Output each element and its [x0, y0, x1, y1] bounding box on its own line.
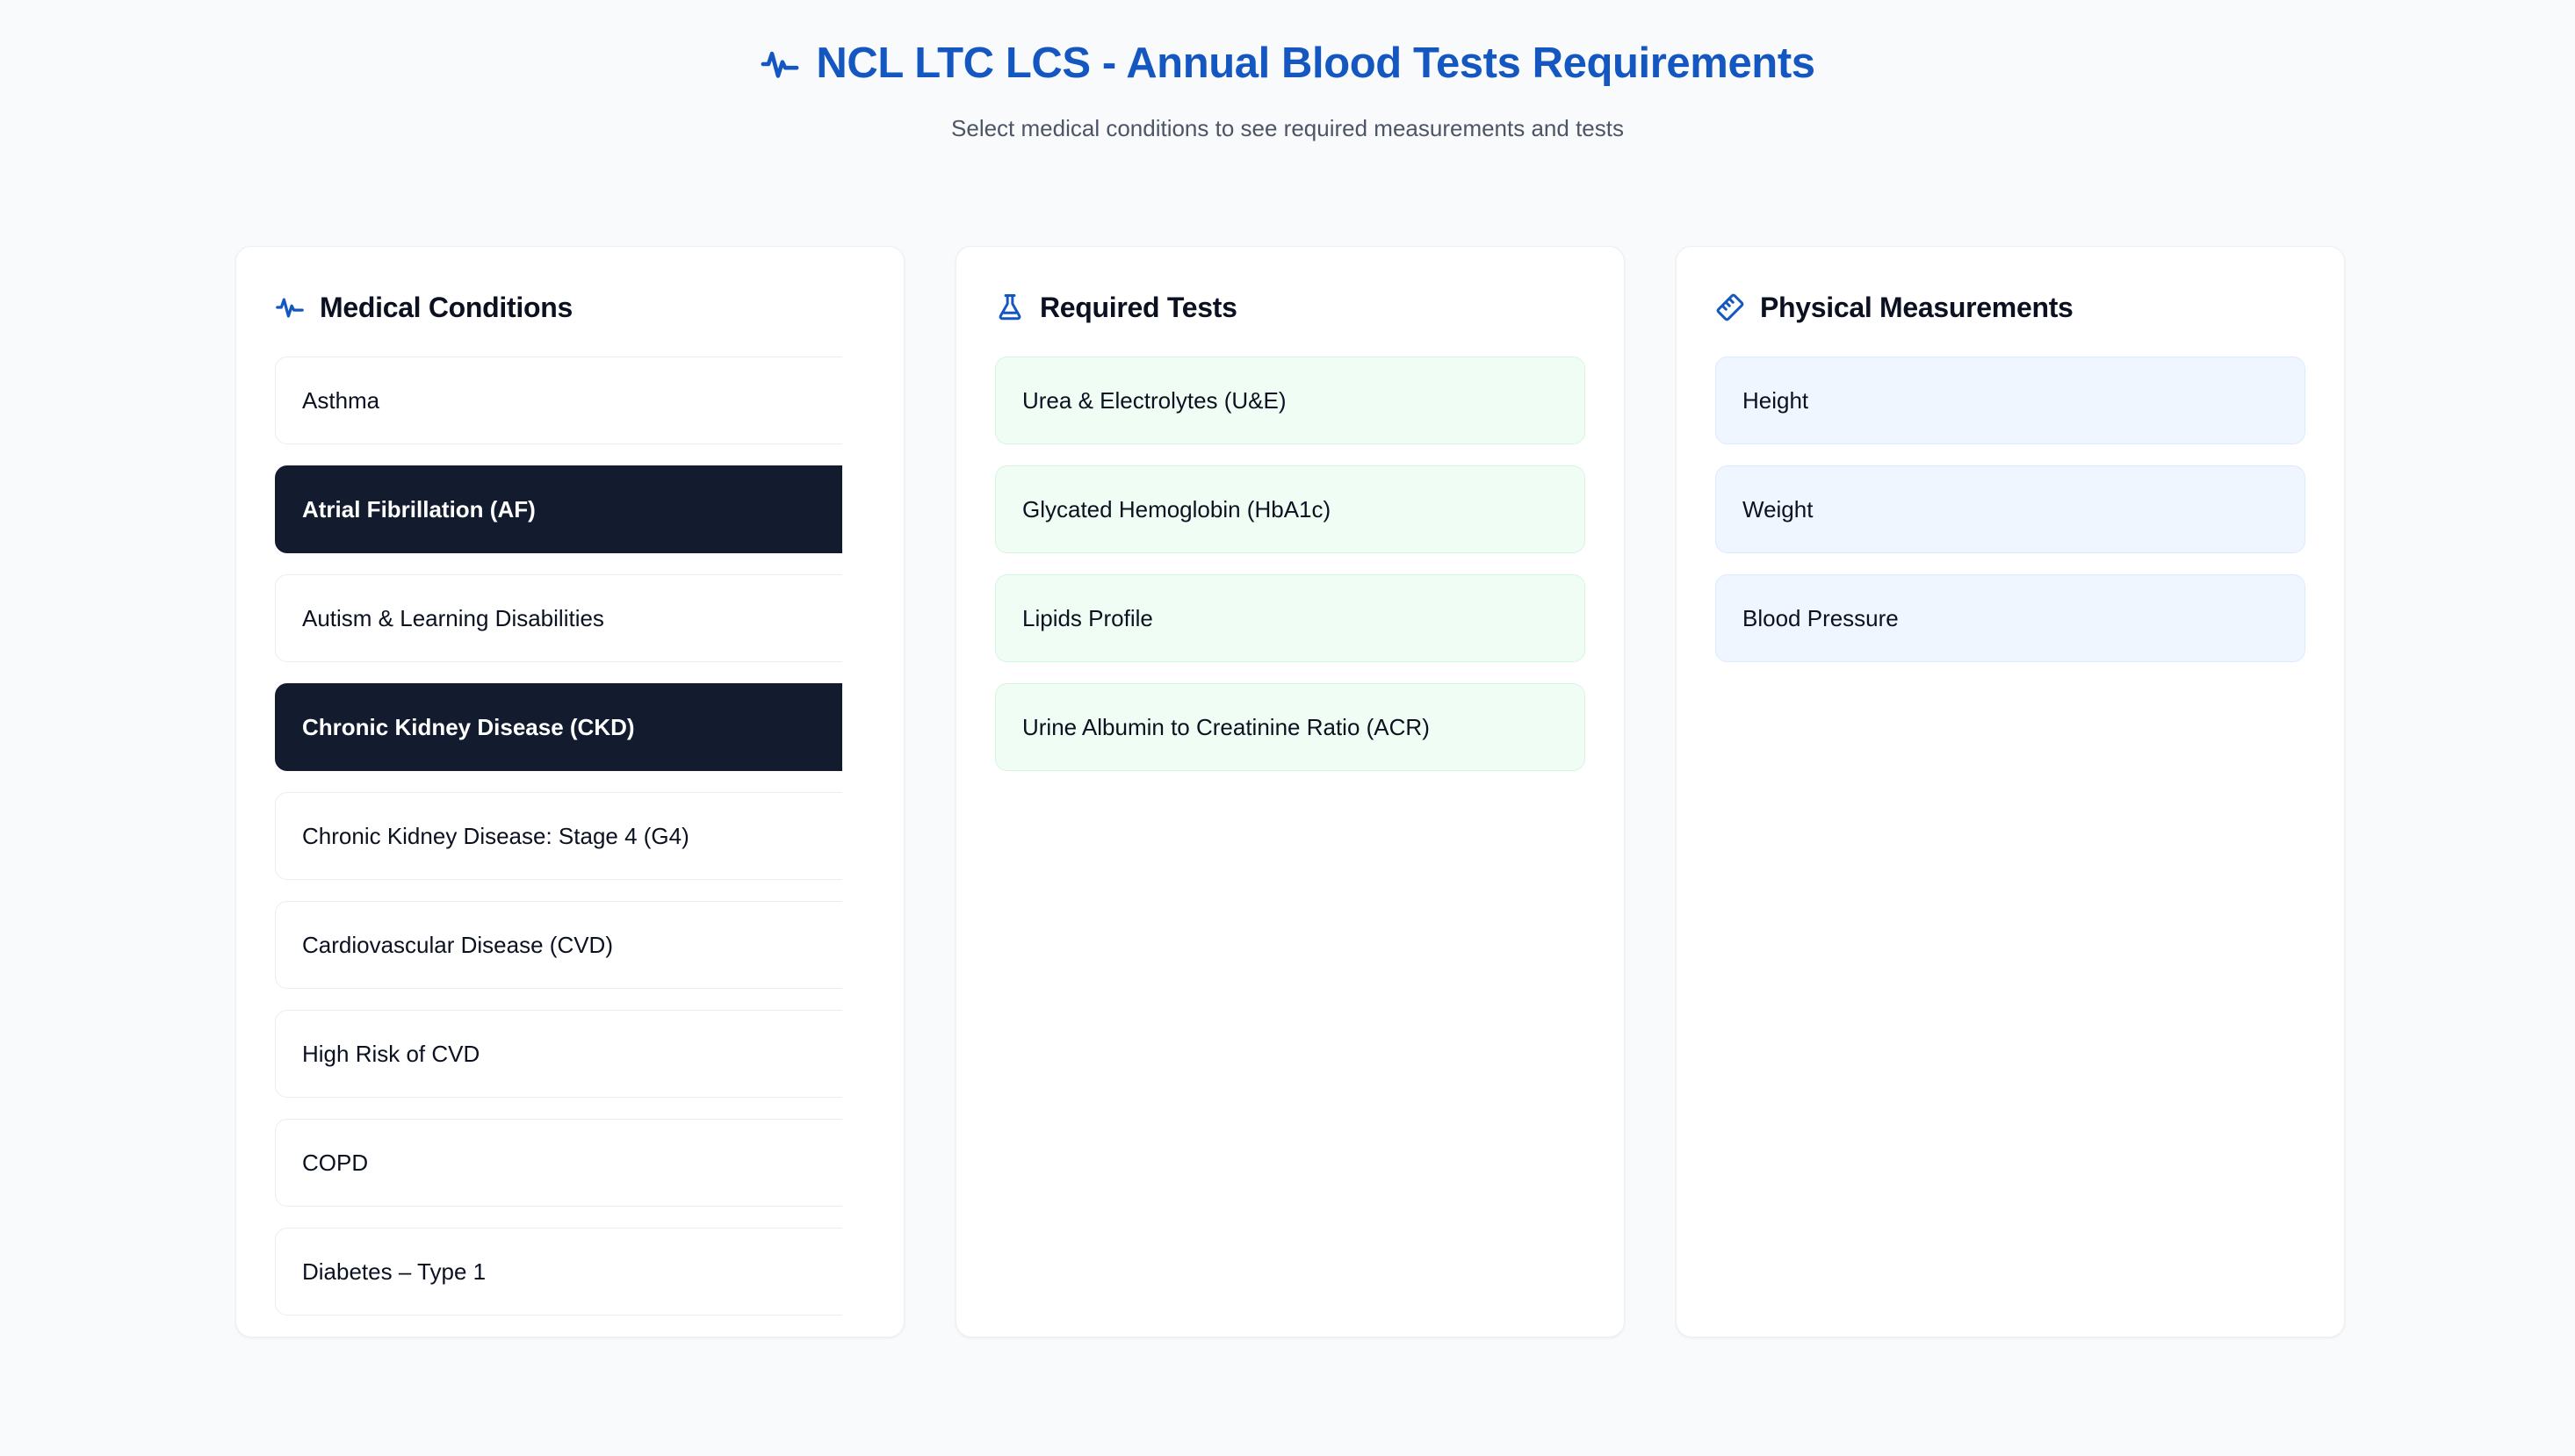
panel-header-conditions: Medical Conditions: [236, 247, 904, 329]
activity-pulse-icon: [275, 292, 305, 322]
condition-item[interactable]: High Risk of CVD: [275, 1010, 842, 1098]
panel-columns: Medical Conditions Asthma Atrial Fibrill…: [235, 246, 2345, 1337]
flask-icon: [995, 292, 1025, 322]
test-item: Urea & Electrolytes (U&E): [995, 357, 1585, 444]
panel-physical-measurements: Physical Measurements Height Weight Bloo…: [1676, 246, 2345, 1337]
condition-item[interactable]: Cardiovascular Disease (CVD): [275, 901, 842, 989]
test-item: Urine Albumin to Creatinine Ratio (ACR): [995, 683, 1585, 771]
condition-item[interactable]: Diabetes – Type 1: [275, 1228, 842, 1315]
test-item: Lipids Profile: [995, 574, 1585, 662]
panel-required-tests: Required Tests Urea & Electrolytes (U&E)…: [956, 246, 1625, 1337]
activity-pulse-icon: [760, 44, 800, 84]
page-title: NCL LTC LCS - Annual Blood Tests Require…: [816, 40, 1815, 87]
page-subtitle: Select medical conditions to see require…: [951, 114, 1624, 141]
required-tests-list: Urea & Electrolytes (U&E) Glycated Hemog…: [995, 357, 1585, 1337]
panel-header-measurements: Physical Measurements: [1677, 247, 2344, 329]
ruler-icon: [1715, 292, 1745, 322]
condition-item[interactable]: Asthma: [275, 357, 842, 444]
condition-item[interactable]: COPD: [275, 1119, 842, 1207]
page-header: NCL LTC LCS - Annual Blood Tests Require…: [0, 0, 2575, 142]
panel-title-tests: Required Tests: [1040, 291, 1237, 323]
test-item: Glycated Hemoglobin (HbA1c): [995, 465, 1585, 553]
condition-item[interactable]: Autism & Learning Disabilities: [275, 574, 842, 662]
panel-title-conditions: Medical Conditions: [320, 291, 573, 323]
measurement-item: Height: [1715, 357, 2305, 444]
conditions-list[interactable]: Asthma Atrial Fibrillation (AF) Autism &…: [275, 357, 881, 1337]
title-row: NCL LTC LCS - Annual Blood Tests Require…: [0, 40, 2575, 88]
condition-item[interactable]: Chronic Kidney Disease (CKD): [275, 683, 842, 771]
panel-header-tests: Required Tests: [956, 247, 1624, 329]
panel-title-measurements: Physical Measurements: [1760, 291, 2074, 323]
condition-item[interactable]: Atrial Fibrillation (AF): [275, 465, 842, 553]
physical-measurements-list: Height Weight Blood Pressure: [1715, 357, 2305, 1337]
measurement-item: Blood Pressure: [1715, 574, 2305, 662]
measurement-item: Weight: [1715, 465, 2305, 553]
condition-item[interactable]: Chronic Kidney Disease: Stage 4 (G4): [275, 792, 842, 880]
panel-medical-conditions: Medical Conditions Asthma Atrial Fibrill…: [235, 246, 905, 1337]
